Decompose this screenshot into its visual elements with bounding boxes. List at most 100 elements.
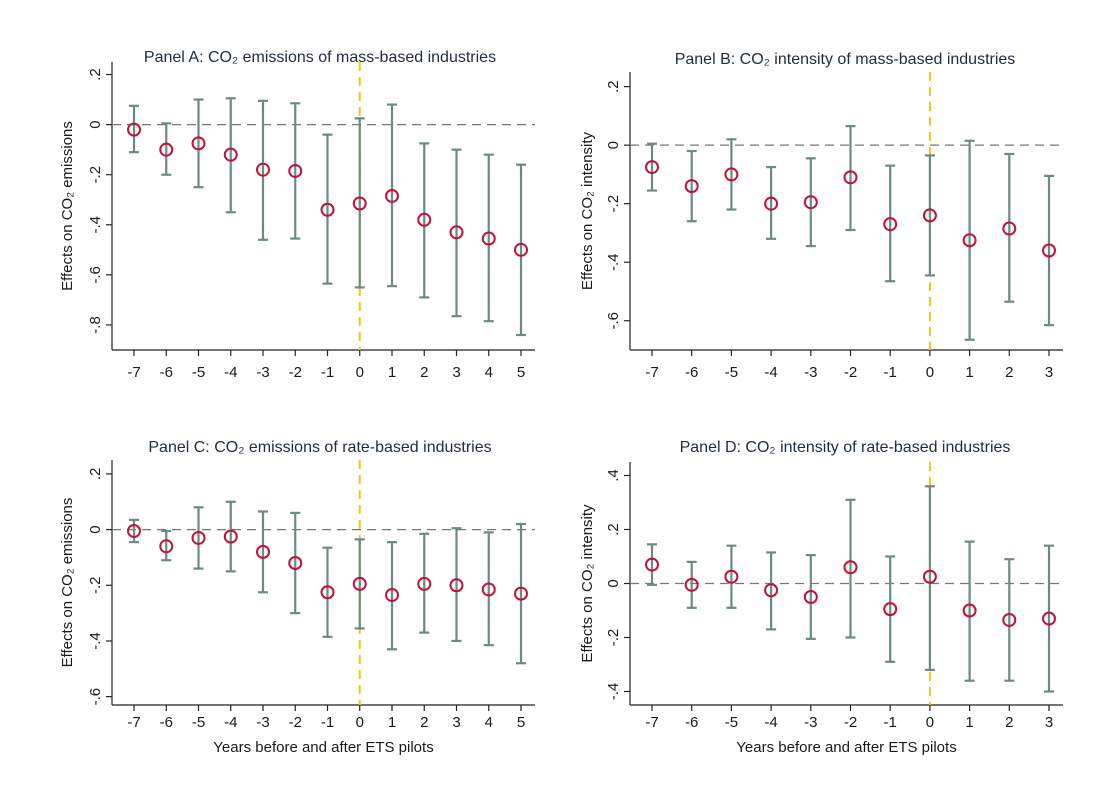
point-estimate [684, 577, 699, 592]
y-axis-title: Effects on CO₂ intensity [579, 504, 596, 663]
point-estimate [288, 163, 303, 178]
y-tick-label: -.4 [605, 253, 622, 271]
point-estimate [962, 603, 977, 618]
x-axis-title: Years before and after ETS pilots [736, 739, 956, 756]
point-estimate [320, 202, 335, 217]
y-axis-title: Effects on CO₂ intensity [579, 131, 596, 290]
point-estimate [385, 188, 399, 203]
point-estimate [764, 196, 779, 211]
panel-c: Panel C: CO₂ emissions of rate-based ind… [59, 439, 535, 756]
x-tick-label: -5 [192, 714, 205, 731]
x-tick-label: 0 [926, 714, 934, 731]
y-tick-label: -.4 [87, 216, 104, 234]
y-tick-label: -.2 [605, 629, 622, 647]
x-axis-title: Years before and after ETS pilots [213, 739, 433, 756]
point-estimate [764, 583, 779, 598]
x-tick-label: 0 [926, 364, 934, 381]
x-tick-label: 2 [420, 714, 428, 731]
x-tick-label: 5 [517, 714, 525, 731]
point-estimate [449, 225, 464, 240]
point-estimate [1042, 243, 1056, 258]
y-tick-label: 0 [605, 579, 622, 587]
point-estimate [684, 179, 699, 194]
point-estimate [645, 557, 659, 572]
point-estimate [481, 582, 496, 597]
y-tick-label: -.4 [87, 632, 104, 650]
x-tick-label: 3 [452, 364, 460, 381]
x-tick-label: -6 [685, 714, 698, 731]
x-tick-label: -4 [764, 714, 777, 731]
point-estimate [320, 585, 335, 600]
x-tick-label: 3 [452, 714, 460, 731]
y-tick-label: -.2 [87, 166, 104, 184]
point-estimate [256, 544, 270, 559]
y-tick-label: .2 [87, 468, 104, 481]
x-tick-label: -7 [645, 714, 658, 731]
x-tick-label: -3 [804, 714, 817, 731]
point-estimate [223, 147, 238, 162]
x-tick-label: -3 [256, 714, 269, 731]
point-estimate [1002, 612, 1017, 627]
x-tick-label: 4 [485, 364, 493, 381]
x-tick-label: 0 [356, 364, 364, 381]
y-tick-label: 0 [87, 120, 104, 128]
y-tick-label: -.6 [605, 312, 622, 330]
y-tick-label: -.2 [87, 577, 104, 595]
y-tick-label: .2 [605, 80, 622, 93]
panel-a: Panel A: CO₂ emissions of mass-based ind… [59, 49, 535, 381]
y-tick-label: 0 [87, 525, 104, 533]
x-tick-label: -7 [645, 364, 658, 381]
y-axis-title: Effects on CO₂ emissions [59, 121, 76, 291]
y-tick-label: -.2 [605, 195, 622, 213]
x-tick-label: -1 [884, 714, 897, 731]
x-tick-label: -6 [685, 364, 698, 381]
y-tick-label: .4 [605, 469, 622, 482]
point-estimate [514, 586, 528, 601]
y-tick-label: 0 [605, 141, 622, 149]
x-tick-label: -2 [844, 714, 857, 731]
panel-d: Panel D: CO₂ intensity of rate-based ind… [579, 439, 1063, 756]
x-tick-label: -6 [160, 364, 173, 381]
x-tick-label: -7 [127, 364, 140, 381]
point-estimate [883, 217, 898, 232]
point-estimate [645, 160, 659, 175]
x-tick-label: 1 [965, 364, 973, 381]
y-tick-label: .2 [87, 68, 104, 81]
x-tick-label: 4 [485, 714, 493, 731]
x-tick-label: -3 [804, 364, 817, 381]
point-estimate [417, 212, 432, 227]
point-estimate [288, 556, 303, 571]
x-tick-label: -5 [725, 364, 738, 381]
point-estimate [191, 136, 206, 151]
point-estimate [385, 588, 399, 603]
point-estimate [159, 142, 174, 157]
point-estimate [191, 530, 206, 545]
panel-title: Panel A: CO₂ emissions of mass-based ind… [144, 49, 496, 66]
point-estimate [1002, 221, 1017, 236]
point-estimate [514, 242, 528, 257]
y-tick-label: -.8 [87, 316, 104, 334]
point-estimate [256, 162, 270, 177]
point-estimate [417, 576, 432, 591]
point-estimate [159, 539, 174, 554]
x-tick-label: -6 [160, 714, 173, 731]
point-estimate [1042, 611, 1056, 626]
y-tick-label: -.6 [87, 266, 104, 284]
x-tick-label: 3 [1045, 364, 1053, 381]
x-tick-label: -1 [321, 714, 334, 731]
point-estimate [843, 170, 858, 185]
x-tick-label: 3 [1045, 714, 1053, 731]
point-estimate [223, 529, 238, 544]
point-estimate [481, 231, 496, 246]
x-tick-label: 5 [517, 364, 525, 381]
x-tick-label: 1 [965, 714, 973, 731]
x-tick-label: -3 [256, 364, 269, 381]
x-tick-label: -1 [321, 364, 334, 381]
x-tick-label: 1 [388, 714, 396, 731]
x-tick-label: -7 [127, 714, 140, 731]
x-tick-label: -2 [289, 714, 302, 731]
point-estimate [803, 195, 818, 210]
point-estimate [922, 569, 937, 584]
panel-title: Panel B: CO₂ intensity of mass-based ind… [675, 51, 1016, 68]
point-estimate [449, 578, 464, 593]
